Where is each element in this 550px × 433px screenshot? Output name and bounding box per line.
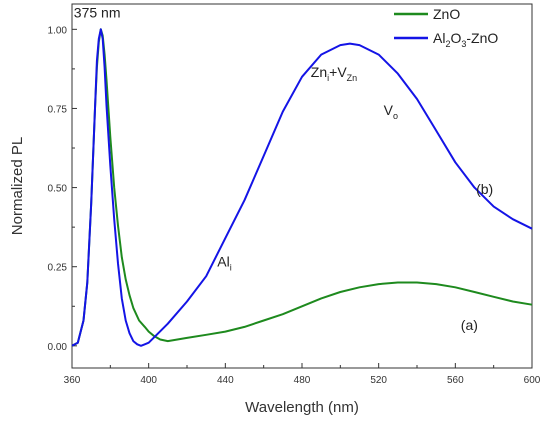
x-tick-label: 520	[370, 375, 387, 386]
data-series	[71, 28, 533, 347]
x-axis-ticks: 360 400 440 480 520 560 600	[64, 363, 541, 386]
y-tick-label: 0.50	[48, 184, 68, 195]
annotation-curve-a: (a)	[461, 317, 478, 333]
annotations: 375 nm Zni+VZn Vo Ali (b) (a)	[74, 4, 493, 333]
legend-label-zno: ZnO	[433, 6, 460, 22]
series-line-al2o3-zno	[71, 28, 533, 347]
y-tick-label: 0.25	[48, 263, 68, 274]
y-axis-title: Normalized PL	[9, 137, 26, 235]
x-tick-label: 360	[64, 375, 81, 386]
annotation-curve-b: (b)	[476, 181, 493, 197]
x-tick-label: 600	[524, 375, 541, 386]
annotation-zni-vzn: Zni+VZn	[311, 64, 357, 83]
plot-frame	[71, 3, 533, 369]
x-tick-label: 440	[217, 375, 234, 386]
y-axis-ticks: 0.00 0.25 0.50 0.75 1.00	[48, 25, 77, 353]
x-axis-title: Wavelength (nm)	[245, 399, 359, 416]
y-tick-label: 0.75	[48, 104, 68, 115]
y-tick-label: 1.00	[48, 25, 68, 36]
annotation-peak-375nm: 375 nm	[74, 4, 121, 20]
legend: ZnO Al2O3-ZnO	[394, 6, 498, 49]
annotation-vo: Vo	[384, 102, 398, 121]
annotation-ali: Ali	[217, 254, 231, 273]
legend-label-al2o3-zno: Al2O3-ZnO	[433, 30, 498, 49]
plot-area-border	[71, 3, 533, 369]
x-tick-label: 400	[140, 375, 157, 386]
y-tick-label: 0.00	[48, 342, 68, 353]
x-tick-label: 560	[447, 375, 464, 386]
x-tick-label: 480	[294, 375, 311, 386]
